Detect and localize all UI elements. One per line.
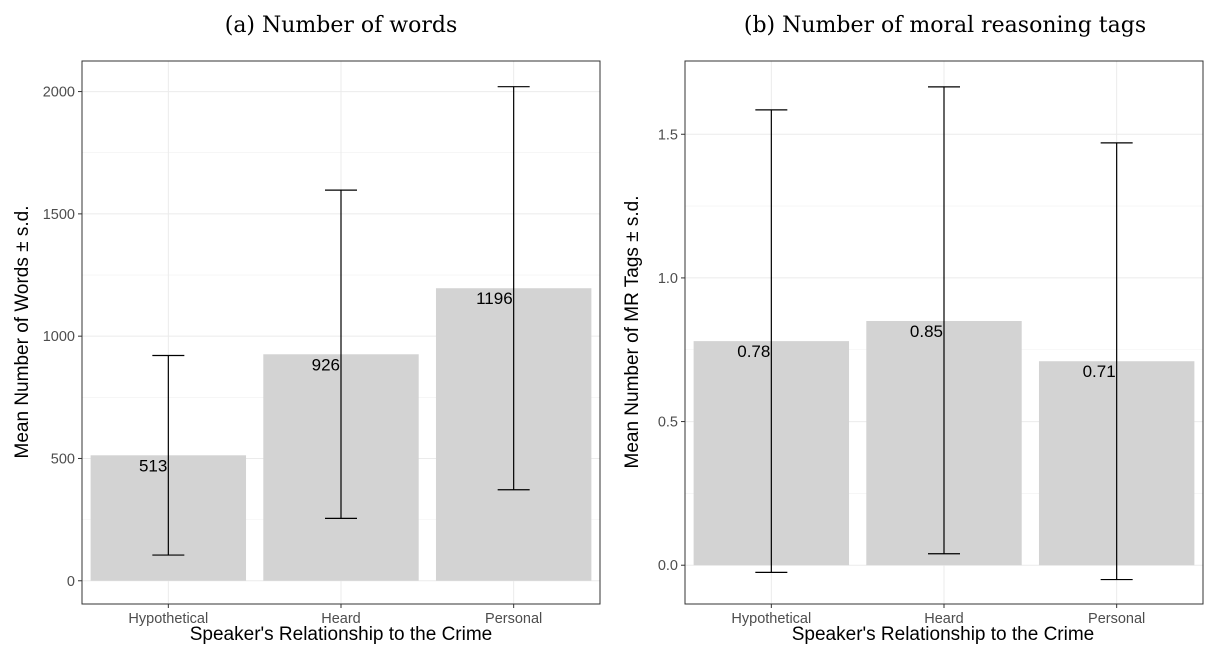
panel-a-title: (a) Number of words	[225, 13, 458, 38]
panel-a-plot-border	[81, 60, 601, 605]
panel-b-plot: 0.0 0.5 1.0 1.5 0.78 0.85 0.71 Hypothetical Hear…	[658, 60, 1204, 627]
panel-a-x-tick-label: Personal	[485, 611, 542, 627]
panel-a-y-tick-label: 1500	[43, 207, 75, 223]
panel-b-error-bar-hypothetical	[755, 109, 788, 573]
panel-a-y-tick-label: 500	[51, 451, 75, 467]
panel-b-plot-border	[684, 60, 1204, 605]
panel-b: (b) Number of moral reasoning tags 0.00.…	[622, 13, 1204, 645]
panel-b-data-label: 0.78	[737, 342, 770, 361]
panel-b-data-label: 0.71	[1083, 362, 1116, 381]
panel-b-y-tick-label: 0.5	[658, 415, 678, 431]
panel-b-y-tick-label: 1.0	[658, 271, 678, 287]
panel-a-error-bar-heard	[325, 189, 357, 519]
panel-a-plot: 0 500 1000 1500 2000 513 926 1196 Hypothetical He…	[43, 60, 601, 627]
panel-a-y-tick-label: 2000	[43, 85, 75, 101]
panel-a-y-axis-title: Mean Number of Words ± s.d.	[12, 206, 33, 459]
panel-b-x-tick-label: Personal	[1088, 611, 1145, 627]
panel-b-error-bar-heard	[928, 86, 960, 555]
panel-b-title: (b) Number of moral reasoning tags	[744, 13, 1146, 38]
panel-a-x-tick-label: Hypothetical	[128, 611, 208, 627]
panel-a-x-tick-label: Heard	[321, 611, 361, 627]
panel-b-y-tick-label: 1.5	[658, 127, 678, 143]
panel-a: (a) Number of words 0 500 1000 1500 2000 513 9…	[12, 13, 601, 645]
panel-a-data-label: 926	[312, 355, 340, 374]
panel-b-y-tick-label: 0.0	[658, 558, 678, 574]
panel-a-error-bar-hypothetical	[152, 354, 185, 556]
panel-b-x-tick-label: Hypothetical	[731, 611, 811, 627]
panel-a-y-tick-label: 0	[67, 574, 75, 590]
panel-a-x-axis-title: Speaker's Relationship to the Crime	[190, 624, 493, 645]
panel-a-data-label: 513	[139, 456, 167, 475]
panel-b-x-axis-title: Speaker's Relationship to the Crime	[792, 624, 1095, 645]
panel-b-y-axis-title: Mean Number of MR Tags ± s.d.	[622, 195, 643, 468]
panel-a-error-bar-personal	[497, 86, 530, 491]
panel-b-x-tick-label: Heard	[924, 611, 964, 627]
panel-a-y-tick-label: 1000	[43, 329, 75, 345]
panel-b-error-bar-personal	[1100, 142, 1133, 581]
panel-b-data-label: 0.85	[910, 322, 943, 341]
panel-a-data-label: 1196	[476, 289, 513, 308]
